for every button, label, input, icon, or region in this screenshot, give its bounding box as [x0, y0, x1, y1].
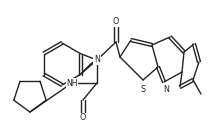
Text: N: N [94, 55, 100, 65]
Text: O: O [113, 18, 119, 26]
Text: S: S [140, 85, 146, 95]
Text: N: N [163, 85, 169, 95]
Text: NH: NH [66, 79, 78, 88]
Text: O: O [80, 113, 86, 122]
